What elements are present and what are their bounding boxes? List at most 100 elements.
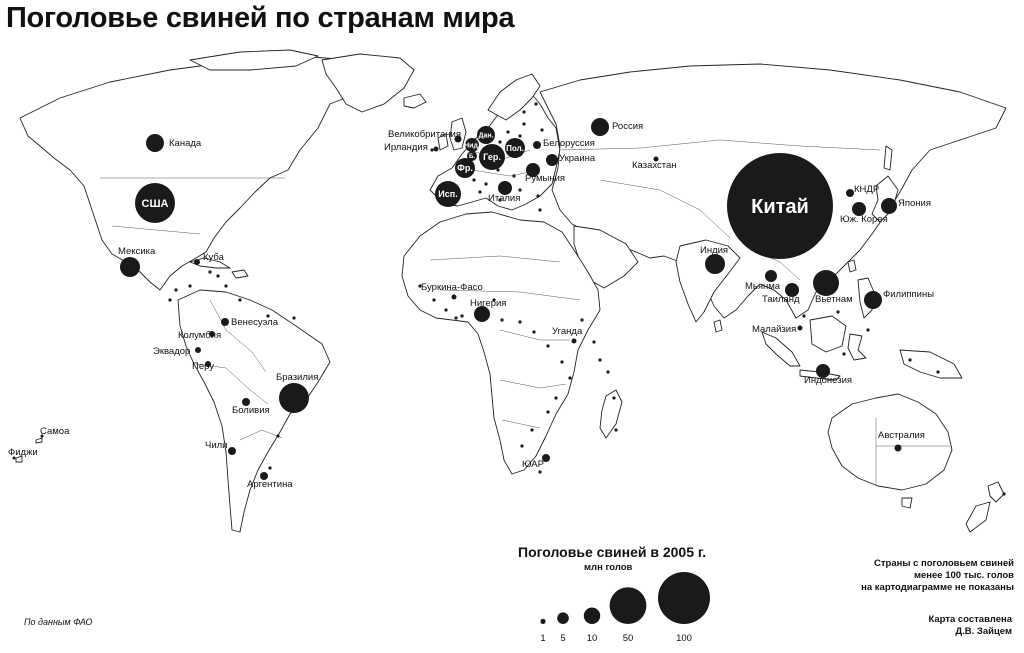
pig-bubble-кндр bbox=[846, 189, 854, 197]
minor-pig-dot-54 bbox=[936, 370, 940, 374]
land-africa bbox=[401, 211, 601, 475]
country-label-уганда: Уганда bbox=[552, 326, 583, 337]
legend-label-50: 50 bbox=[623, 633, 634, 644]
legend-title: Поголовье свиней в 2005 г. bbox=[518, 544, 707, 560]
pig-bubble-б bbox=[467, 151, 477, 161]
minor-pig-dot-12 bbox=[432, 298, 436, 302]
minor-pig-dot-47 bbox=[580, 318, 584, 322]
minor-pig-dot-16 bbox=[500, 318, 504, 322]
minor-pig-dot-11 bbox=[418, 284, 422, 288]
country-label-белоруссия: Белоруссия bbox=[543, 138, 595, 149]
country-label-колумбия: Колумбия bbox=[178, 330, 221, 341]
pig-bubble-буркина-фасо bbox=[451, 294, 457, 300]
country-label-эквадор: Эквадор bbox=[153, 346, 190, 357]
country-label-самоа: Самоа bbox=[40, 426, 70, 437]
minor-pig-dot-3 bbox=[216, 274, 220, 278]
pig-bubble-индия bbox=[705, 254, 725, 274]
pig-bubble-россия bbox=[591, 118, 609, 136]
legend-bubble-5 bbox=[557, 612, 569, 624]
legend-label-5: 5 bbox=[560, 633, 565, 644]
pig-bubble-италия bbox=[498, 181, 512, 195]
land-arabia bbox=[573, 225, 639, 289]
country-label-румыния: Румыния bbox=[525, 173, 565, 184]
country-label-казахстан: Казахстан bbox=[632, 160, 677, 171]
country-label-бразилия: Бразилия bbox=[276, 372, 318, 383]
country-label-канада: Канада bbox=[169, 138, 202, 149]
minor-pig-dot-4 bbox=[224, 284, 228, 288]
pig-bubble-австралия bbox=[894, 444, 902, 452]
land-ireland bbox=[437, 133, 449, 151]
threshold-note-line-1: Страны с поголовьем свиней bbox=[874, 558, 1014, 569]
land-taiwan bbox=[847, 259, 857, 273]
pig-bubble-великобритания bbox=[454, 135, 462, 143]
land-iceland bbox=[403, 93, 427, 109]
threshold-note-line-2: менее 100 тыс. голов bbox=[913, 570, 1014, 581]
land-sakhalin bbox=[883, 145, 893, 171]
land-new-zealand-south bbox=[965, 501, 991, 533]
minor-pig-dot-26 bbox=[538, 470, 542, 474]
minor-pig-dot-37 bbox=[498, 140, 502, 144]
pig-bubble-ирландия bbox=[433, 146, 439, 152]
country-label-вьетнам: Вьетнам bbox=[815, 294, 853, 305]
pig-bubble-куба bbox=[194, 259, 200, 265]
pig-bubble-аргентина bbox=[260, 472, 268, 480]
legend-subtitle: млн голов bbox=[584, 562, 633, 573]
minor-pig-dot-41 bbox=[478, 190, 482, 194]
minor-pig-dot-25 bbox=[520, 444, 524, 448]
minor-pig-dot-45 bbox=[598, 358, 602, 362]
country-label-боливия: Боливия bbox=[232, 405, 270, 416]
country-label-индия: Индия bbox=[700, 245, 728, 256]
minor-pig-dot-9 bbox=[276, 434, 280, 438]
pig-bubble-юж-корея bbox=[852, 202, 866, 216]
legend-bubble-50 bbox=[609, 587, 647, 624]
land-greenland bbox=[321, 53, 415, 113]
minor-pig-dot-55 bbox=[1002, 492, 1006, 496]
minor-pig-dot-15 bbox=[492, 298, 496, 302]
author-note: Карта составлена Д.В. Зайцем bbox=[928, 614, 1012, 638]
country-label-юар: ЮАР bbox=[522, 459, 544, 470]
land-australia bbox=[827, 393, 953, 491]
minor-pig-dot-0 bbox=[174, 288, 178, 292]
legend-bubble-1 bbox=[540, 618, 546, 625]
pig-bubble-уганда bbox=[571, 338, 577, 344]
land-samoa bbox=[35, 437, 43, 444]
minor-pig-dot-10 bbox=[268, 466, 272, 470]
minor-pig-dot-46 bbox=[606, 370, 610, 374]
source-note: По данным ФАО bbox=[24, 617, 93, 627]
minor-pig-dot-5 bbox=[168, 298, 172, 302]
minor-pig-dot-49 bbox=[802, 314, 806, 318]
minor-pig-dot-50 bbox=[836, 310, 840, 314]
country-label-дан: Дан. bbox=[478, 132, 493, 139]
land-madagascar bbox=[599, 389, 623, 439]
country-label-индонезия: Индонезия bbox=[804, 375, 852, 386]
minor-pig-dot-32 bbox=[536, 194, 540, 198]
land-tasmania bbox=[901, 497, 913, 509]
country-label-мьянма: Мьянма bbox=[745, 281, 781, 292]
pig-bubble-таиланд bbox=[785, 283, 799, 297]
country-label-филиппины: Филиппины bbox=[883, 289, 934, 300]
minor-pig-dot-29 bbox=[496, 168, 500, 172]
land-arctic-islands bbox=[189, 49, 319, 71]
country-label-япония: Япония bbox=[898, 198, 931, 209]
country-label-россия: Россия bbox=[612, 121, 643, 132]
pig-bubble-украина bbox=[546, 154, 558, 166]
pig-bubble-перу bbox=[205, 361, 211, 367]
border-layer bbox=[100, 139, 950, 486]
pig-bubble-вьетнам bbox=[813, 270, 839, 296]
pig-bubble-нид bbox=[465, 138, 479, 152]
minor-pig-dot-40 bbox=[484, 182, 488, 186]
pig-bubble-индонезия bbox=[816, 364, 830, 378]
country-label-мексика: Мексика bbox=[118, 246, 156, 257]
land-hispaniola bbox=[231, 269, 249, 279]
minor-pig-dot-22 bbox=[554, 396, 558, 400]
pig-bubble-румыния bbox=[526, 163, 540, 177]
pig-bubble-пол bbox=[505, 138, 525, 158]
map-title: Поголовье свиней по странам мира bbox=[6, 2, 515, 34]
minor-pig-dot-51 bbox=[842, 352, 846, 356]
land-great-britain bbox=[449, 117, 467, 151]
legend-bubble-10 bbox=[583, 607, 601, 624]
pig-bubble-чили bbox=[228, 447, 236, 455]
country-label-перу: Перу bbox=[192, 361, 214, 372]
country-label-буркина-фасо: Буркина-Фасо bbox=[421, 282, 483, 293]
minor-pig-dot-6 bbox=[238, 298, 242, 302]
